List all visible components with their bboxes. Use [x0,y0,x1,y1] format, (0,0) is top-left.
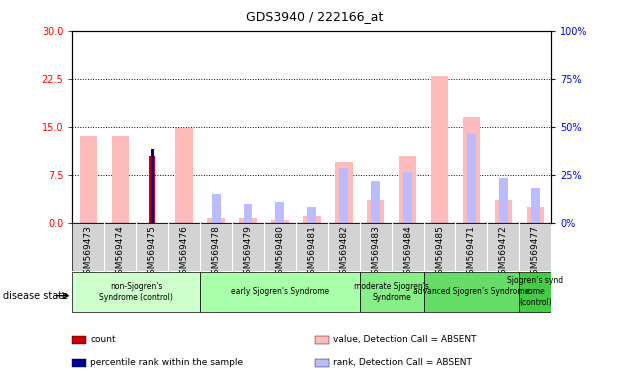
Text: GSM569474: GSM569474 [116,225,125,280]
Bar [531,187,540,223]
Bar [403,172,412,223]
Text: GSM569482: GSM569482 [340,225,348,280]
Bar [149,156,156,223]
Bar [200,271,360,312]
Text: GSM569477: GSM569477 [531,225,540,280]
Text: GSM569480: GSM569480 [275,225,284,280]
Text: Sjogren’s synd
rome
(control): Sjogren’s synd rome (control) [507,276,563,308]
Bar [360,271,423,312]
Bar [79,136,97,223]
Bar [335,162,353,223]
Text: GSM569472: GSM569472 [499,225,508,280]
Bar [519,271,551,312]
Text: GSM569476: GSM569476 [180,225,188,280]
Bar [175,128,193,223]
Bar [431,76,449,223]
Text: moderate Sjogren's
Syndrome: moderate Sjogren's Syndrome [354,282,429,302]
Bar [462,117,480,223]
Text: percentile rank within the sample: percentile rank within the sample [90,358,243,367]
Bar [527,207,544,223]
Text: GSM569475: GSM569475 [148,225,157,280]
Text: GSM569479: GSM569479 [244,225,253,280]
Text: GDS3940 / 222166_at: GDS3940 / 222166_at [246,10,384,23]
Text: GSM569483: GSM569483 [371,225,380,280]
Text: rank, Detection Call = ABSENT: rank, Detection Call = ABSENT [333,358,471,367]
Text: GSM569478: GSM569478 [212,225,220,280]
Text: GSM569484: GSM569484 [403,225,412,280]
Text: count: count [90,335,116,344]
Bar [367,200,384,223]
Bar [307,207,316,223]
Bar [112,136,129,223]
Text: value, Detection Call = ABSENT: value, Detection Call = ABSENT [333,335,476,344]
Bar [303,216,321,223]
Text: early Sjogren's Syndrome: early Sjogren's Syndrome [231,287,329,296]
Text: GSM569485: GSM569485 [435,225,444,280]
Bar [499,178,508,223]
Text: disease state: disease state [3,291,68,301]
Bar [239,218,257,223]
Bar [399,156,416,223]
Text: non-Sjogren's
Syndrome (control): non-Sjogren's Syndrome (control) [100,282,173,302]
Bar [467,133,476,223]
Bar [423,271,519,312]
Bar [271,220,289,223]
Text: GSM569471: GSM569471 [467,225,476,280]
Bar [495,200,512,223]
Bar [151,149,154,223]
Bar [275,202,284,223]
Text: GSM569481: GSM569481 [307,225,316,280]
Bar [207,218,225,223]
Bar [244,204,253,223]
Bar [212,194,220,223]
Bar [340,168,348,223]
Bar [371,181,380,223]
Bar [72,271,200,312]
Text: GSM569473: GSM569473 [84,225,93,280]
Text: advanced Sjogren’s Syndrome: advanced Sjogren’s Syndrome [413,287,530,296]
